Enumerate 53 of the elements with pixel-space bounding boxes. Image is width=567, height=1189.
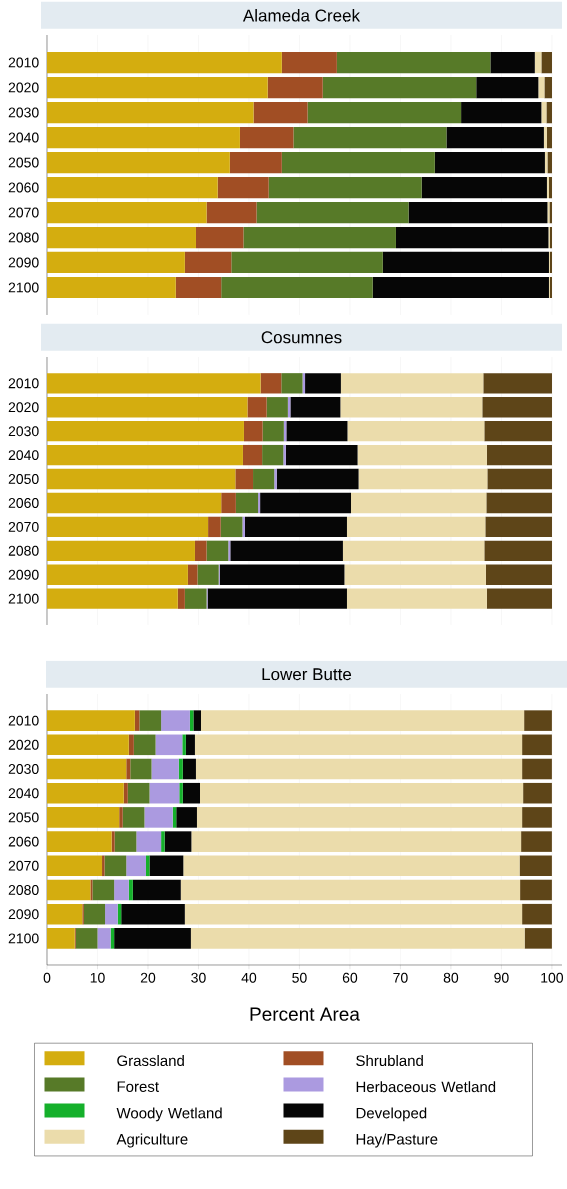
legend-label: Herbaceous Wetland	[356, 1081, 496, 1093]
y-tick-label: 2060	[8, 182, 39, 193]
chart-title: Alameda Creek	[242, 9, 361, 22]
y-tick-label: 2100	[8, 593, 39, 604]
x-tick-label: 70	[393, 972, 408, 983]
legend-label: Shrubland	[356, 1055, 423, 1067]
y-tick-label: 2100	[8, 282, 39, 293]
y-tick-label: 2050	[8, 812, 39, 823]
legend-label: Woody Wetland	[116, 1107, 222, 1122]
x-tick-label: 20	[140, 972, 156, 983]
y-tick-label: 2030	[8, 764, 39, 774]
y-tick-label: 2070	[8, 207, 39, 218]
y-tick-label: 2040	[8, 132, 39, 143]
chart-title: Lower Butte	[262, 668, 352, 681]
y-tick-label: 2080	[8, 232, 39, 243]
y-tick-label: 2060	[8, 836, 39, 847]
y-tick-label: 2020	[8, 402, 39, 413]
x-tick-label: 80	[443, 972, 459, 983]
y-tick-label: 2100	[8, 933, 39, 944]
x-tick-label: 100	[541, 972, 564, 983]
y-tick-label: 2070	[8, 860, 39, 871]
y-tick-label: 2080	[8, 885, 39, 895]
legend-label: Agriculture	[116, 1133, 188, 1148]
y-tick-label: 2050	[8, 157, 39, 168]
x-tick-label: 40	[241, 972, 257, 983]
x-tick-label: 60	[342, 972, 358, 983]
y-tick-label: 2010	[8, 57, 39, 68]
legend-label: Forest	[117, 1081, 159, 1092]
chart-title: Cosumnes	[261, 331, 342, 344]
y-tick-label: 2080	[8, 545, 39, 556]
x-axis-title: Percent Area	[250, 1007, 360, 1021]
y-tick-label: 2030	[8, 107, 39, 118]
x-tick-label: 30	[191, 972, 206, 983]
x-tick-label: 10	[90, 972, 105, 983]
y-tick-label: 2060	[8, 498, 39, 508]
y-tick-label: 2040	[8, 788, 39, 799]
x-tick-label: 50	[292, 972, 307, 983]
y-tick-label: 2010	[8, 715, 39, 726]
y-tick-label: 2090	[8, 257, 39, 268]
legend-label: Grassland	[117, 1055, 184, 1067]
x-tick-label: 90	[494, 972, 509, 983]
y-tick-label: 2020	[8, 739, 39, 750]
legend-label: Hay/Pasture	[356, 1133, 438, 1148]
y-tick-label: 2070	[8, 521, 39, 532]
y-tick-label: 2040	[8, 450, 39, 461]
y-tick-label: 2090	[8, 569, 39, 580]
x-tick-label: 0	[43, 972, 51, 983]
y-tick-label: 2030	[8, 426, 39, 437]
y-tick-label: 2090	[8, 909, 39, 920]
legend-label: Developed	[356, 1107, 427, 1122]
y-tick-label: 2050	[8, 474, 39, 484]
y-tick-label: 2020	[8, 82, 39, 93]
y-tick-label: 2010	[8, 378, 39, 389]
